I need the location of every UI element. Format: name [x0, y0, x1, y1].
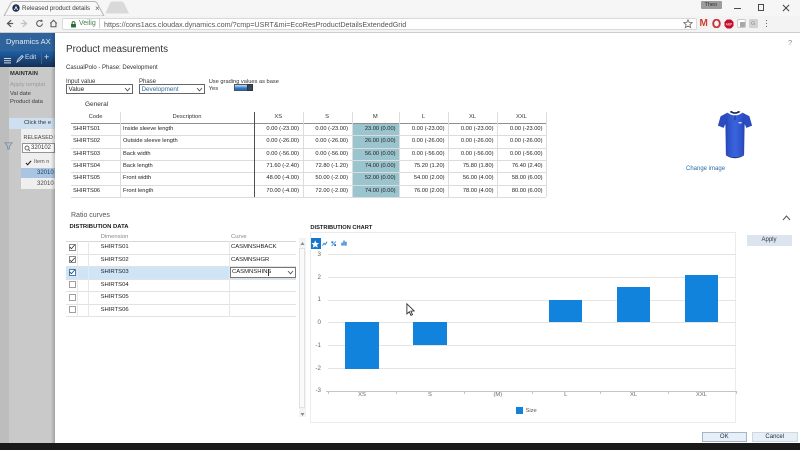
svg-text:ABP: ABP	[726, 23, 732, 27]
